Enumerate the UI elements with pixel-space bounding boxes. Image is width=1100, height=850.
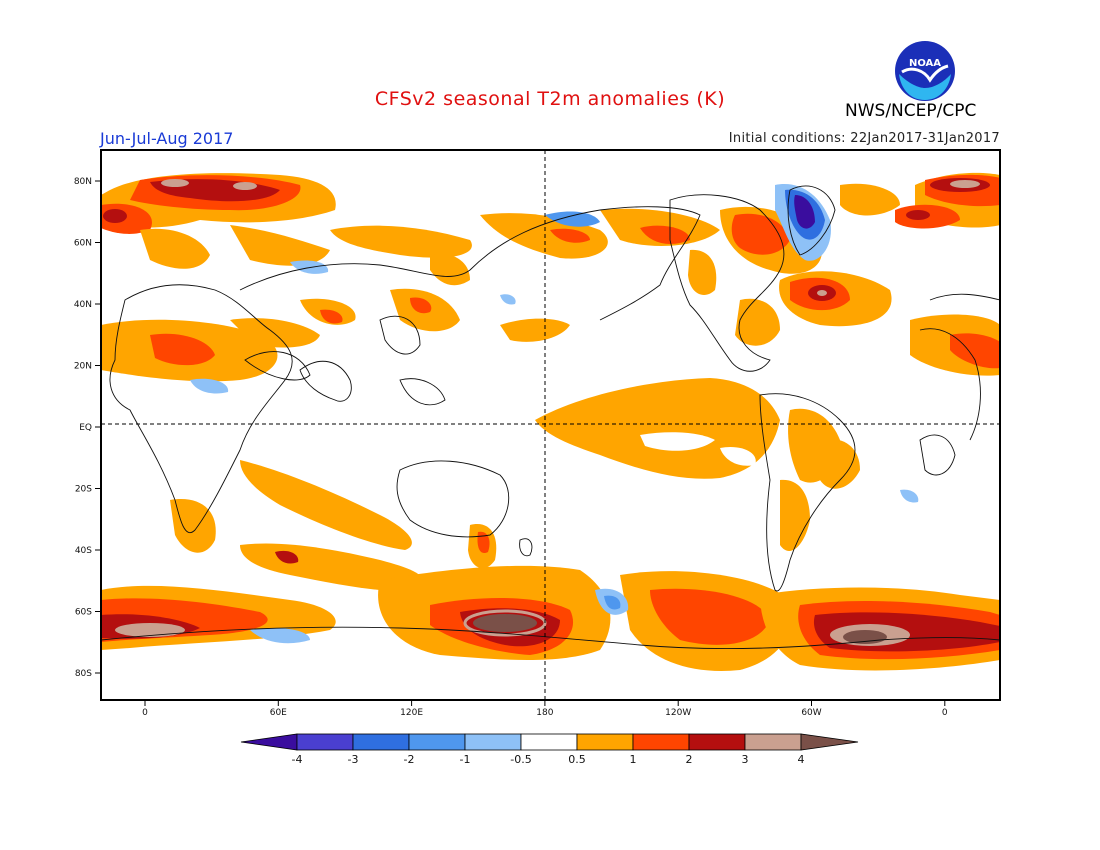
- noaa-logo: NOAA: [895, 41, 955, 101]
- colorbar-label: -0.5: [510, 753, 531, 766]
- lat-label: 20S: [75, 485, 92, 495]
- colorbar-label: 3: [742, 753, 749, 766]
- colorbar-swatch: [408, 733, 466, 751]
- lon-label: 180: [536, 708, 553, 718]
- longitude-ticks: 0 60E 120E 180 120W 60W 0: [142, 700, 948, 718]
- colorbar-swatch: [464, 733, 522, 751]
- lat-label: 40N: [74, 300, 92, 310]
- colorbar-label: 0.5: [568, 753, 586, 766]
- logo-text: NOAA: [909, 58, 941, 69]
- lat-label: 20N: [74, 362, 92, 372]
- lon-label: 120E: [400, 708, 423, 718]
- colorbar-swatch: [688, 733, 746, 751]
- colorbar-max-arrow: [800, 733, 859, 751]
- colorbar-label: -4: [292, 753, 303, 766]
- lon-label: 60W: [801, 708, 821, 718]
- colorbar-swatch: [744, 733, 802, 751]
- season-label: Jun-Jul-Aug 2017: [100, 129, 234, 148]
- lon-label: 60E: [270, 708, 287, 718]
- colorbar: -4 -3 -2 -1 -0.5 0.5 1 2 3 4: [240, 733, 859, 766]
- latitude-ticks: 80N 60N 40N 20N EQ 20S 40S 60S 80S: [74, 177, 101, 679]
- colorbar-swatch: [352, 733, 410, 751]
- initial-conditions: Initial conditions: 22Jan2017-31Jan2017: [728, 131, 1000, 146]
- agency-label: NWS/NCEP/CPC: [845, 101, 977, 121]
- colorbar-label: 4: [798, 753, 805, 766]
- coastlines: [101, 185, 1000, 650]
- lat-label: EQ: [79, 423, 92, 433]
- lon-label: 0: [142, 708, 148, 718]
- lat-label: 60S: [75, 608, 92, 618]
- lon-label: 0: [942, 708, 948, 718]
- lat-label: 80N: [74, 177, 92, 187]
- map-title: CFSv2 seasonal T2m anomalies (K): [374, 88, 726, 110]
- colorbar-label: -2: [404, 753, 415, 766]
- colorbar-label: -1: [460, 753, 471, 766]
- colorbar-swatch: [576, 733, 634, 751]
- colorbar-swatch: [296, 733, 354, 751]
- lat-label: 80S: [75, 669, 92, 679]
- colorbar-min-arrow: [240, 733, 298, 751]
- lat-label: 60N: [74, 239, 92, 249]
- lat-label: 40S: [75, 546, 92, 556]
- colorbar-label: 1: [630, 753, 637, 766]
- colorbar-label: 2: [686, 753, 693, 766]
- colorbar-swatch: [520, 733, 578, 751]
- map-frame: [100, 149, 1001, 701]
- colorbar-label: -3: [348, 753, 359, 766]
- anomaly-field: [101, 172, 1000, 671]
- colorbar-swatch: [632, 733, 690, 751]
- lon-label: 120W: [665, 708, 691, 718]
